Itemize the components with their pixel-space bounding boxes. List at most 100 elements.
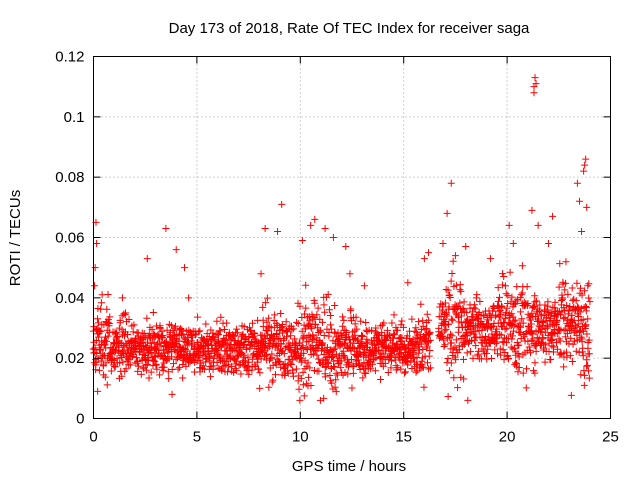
data-point [329, 234, 337, 241]
data-point [585, 336, 593, 344]
data-point [305, 337, 313, 345]
data-point [567, 391, 575, 399]
data-point [420, 383, 428, 391]
data-point [332, 350, 340, 358]
data-point [530, 303, 538, 311]
data-point [509, 240, 517, 248]
data-point [419, 317, 427, 325]
data-point [451, 252, 459, 260]
data-point [487, 255, 495, 263]
data-point [214, 364, 222, 372]
data-point [300, 392, 308, 400]
data-point [574, 320, 582, 328]
data-point [517, 291, 525, 299]
data-point [400, 369, 408, 377]
data-point [331, 363, 339, 371]
data-point [299, 344, 307, 352]
data-point [581, 371, 589, 379]
data-point [540, 344, 548, 352]
data-point [346, 270, 354, 278]
data-point [268, 342, 276, 350]
data-point [368, 327, 376, 335]
data-point [447, 277, 455, 285]
data-point [91, 282, 99, 290]
data-point [150, 357, 158, 365]
data-point [519, 369, 527, 377]
data-point [566, 352, 574, 360]
data-point [577, 371, 585, 379]
data-point [114, 333, 122, 341]
data-point [111, 363, 119, 371]
data-point [426, 336, 434, 344]
data-point [584, 361, 592, 369]
data-point [300, 349, 308, 357]
data-point [514, 349, 522, 357]
data-point [580, 167, 588, 175]
data-point [515, 364, 523, 372]
data-point [380, 319, 388, 327]
data-point [277, 309, 285, 317]
data-point [232, 360, 240, 368]
data-point [577, 326, 585, 334]
data-point [213, 358, 221, 366]
data-point [130, 321, 138, 329]
data-point [445, 303, 453, 311]
x-tick-label: 0 [89, 429, 97, 446]
data-point [470, 301, 478, 309]
data-point [562, 258, 570, 266]
data-point [150, 330, 158, 338]
data-point [568, 311, 576, 319]
data-point [405, 344, 413, 352]
data-point [320, 332, 328, 340]
data-point [425, 329, 433, 337]
data-point [263, 294, 271, 302]
data-point [244, 362, 252, 370]
data-point [95, 366, 103, 374]
data-point [464, 315, 472, 323]
data-point [549, 343, 557, 351]
data-point [522, 365, 530, 373]
data-point [271, 371, 279, 379]
data-point [213, 317, 221, 325]
data-point [459, 304, 467, 312]
data-point [230, 332, 238, 340]
data-point [137, 370, 145, 378]
data-point [330, 345, 338, 353]
data-point [487, 314, 495, 322]
x-tick-label: 5 [193, 429, 201, 446]
data-point [497, 302, 505, 310]
data-point [274, 227, 282, 235]
data-point [401, 343, 409, 351]
y-tick-label: 0.04 [55, 290, 84, 307]
data-point [404, 279, 412, 287]
data-point [355, 360, 363, 368]
data-point [216, 327, 224, 335]
data-point [573, 179, 581, 187]
data-point [320, 301, 328, 309]
data-point [527, 349, 535, 357]
data-point [419, 346, 427, 354]
data-point [242, 345, 250, 353]
data-point [334, 336, 342, 344]
data-point [426, 328, 434, 336]
data-point [374, 331, 382, 339]
data-point [150, 353, 158, 361]
data-point [149, 308, 157, 316]
data-point [367, 365, 375, 373]
data-point [147, 368, 155, 376]
data-point [324, 359, 332, 367]
data-point [359, 374, 367, 382]
data-point [120, 310, 128, 318]
data-point [379, 340, 387, 348]
data-point [159, 367, 167, 375]
data-point [123, 330, 131, 338]
data-point [386, 331, 394, 339]
data-point [143, 338, 151, 346]
data-point [218, 367, 226, 375]
data-point [579, 316, 587, 324]
data-point [510, 327, 518, 335]
data-point [584, 282, 592, 290]
data-point [332, 369, 340, 377]
data-point [305, 373, 313, 381]
data-point [567, 315, 575, 323]
